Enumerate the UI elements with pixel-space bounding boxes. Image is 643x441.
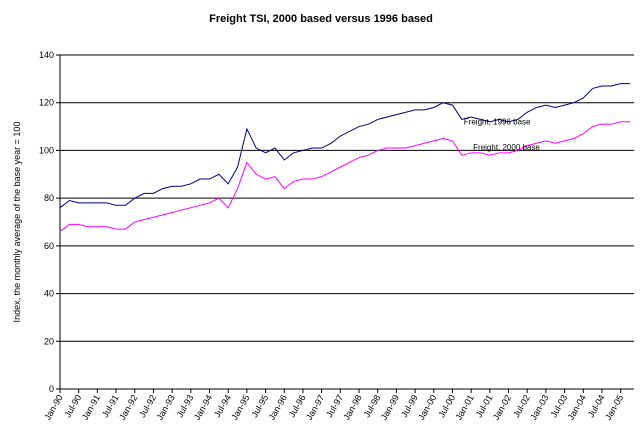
x-tick-label: Jan-90 [42, 393, 64, 422]
series-line [59, 83, 630, 209]
x-tick-label: Jan-04 [566, 393, 588, 422]
series-label: Freight, 1996 base [464, 117, 531, 126]
x-tick-label: Jan-05 [603, 393, 625, 422]
y-tick-label: 40 [44, 289, 54, 299]
x-tick-label: Jan-98 [341, 393, 363, 422]
y-tick-label: 0 [49, 384, 54, 394]
chart-title: Freight TSI, 2000 based versus 1996 base… [209, 13, 433, 25]
y-tick-label: 20 [44, 336, 54, 346]
y-tick-label: 120 [39, 98, 54, 108]
x-tick-label: Jan-96 [267, 393, 289, 422]
x-tick-label: Jan-91 [80, 393, 102, 422]
series-line [59, 121, 630, 232]
x-tick-label: Jan-93 [154, 393, 176, 422]
y-tick-label: 140 [39, 50, 54, 60]
x-tick-label: Jan-00 [416, 393, 438, 422]
y-tick-label: 100 [39, 145, 54, 155]
x-tick-label: Jan-01 [453, 393, 475, 422]
series-label: Freight, 2000 base [473, 143, 540, 152]
y-axis-label: Index, the monthly average of the base y… [12, 122, 22, 323]
x-tick-label: Jan-92 [117, 393, 139, 422]
x-tick-label: Jan-94 [192, 393, 214, 422]
x-tick-label: Jan-97 [304, 393, 326, 422]
x-tick-label: Jan-03 [528, 393, 550, 422]
y-tick-label: 60 [44, 241, 54, 251]
x-tick-label: Jan-99 [379, 393, 401, 422]
y-tick-label: 80 [44, 193, 54, 203]
x-tick-label: Jan-02 [491, 393, 513, 422]
x-tick-label: Jan-95 [229, 393, 251, 422]
